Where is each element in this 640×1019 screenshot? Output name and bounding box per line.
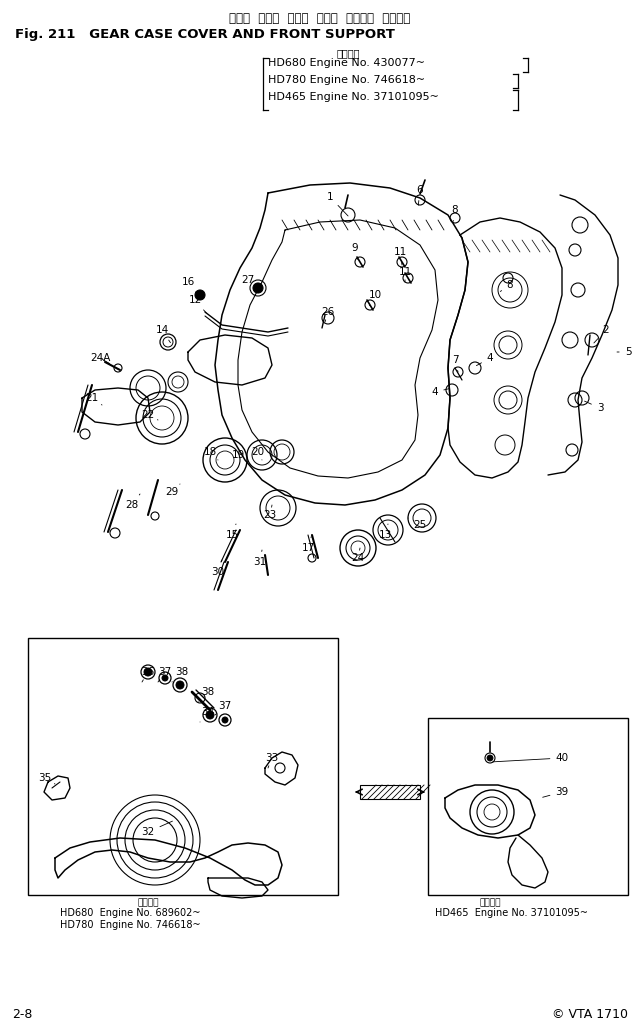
- Text: 適用号機: 適用号機: [137, 898, 159, 907]
- Text: HD465 Engine No. 37101095~: HD465 Engine No. 37101095~: [268, 92, 439, 102]
- Text: 34: 34: [200, 707, 214, 722]
- Text: 8: 8: [452, 205, 458, 221]
- Text: 19: 19: [232, 450, 248, 462]
- Text: 17: 17: [301, 537, 315, 553]
- Text: 3: 3: [584, 401, 604, 413]
- Text: 37: 37: [215, 701, 232, 715]
- Text: 28: 28: [125, 494, 140, 510]
- Text: 27: 27: [241, 275, 255, 292]
- Bar: [28, 638, 338, 895]
- Bar: [360, 785, 420, 799]
- Text: 29: 29: [165, 484, 180, 497]
- Text: 25: 25: [408, 518, 427, 530]
- Text: 11: 11: [394, 247, 406, 265]
- Text: 12: 12: [188, 294, 206, 313]
- Text: 1: 1: [326, 192, 348, 216]
- Text: 39: 39: [543, 787, 568, 797]
- Text: HD780 Engine No. 746618~: HD780 Engine No. 746618~: [268, 75, 425, 85]
- Text: 23: 23: [264, 505, 276, 520]
- Text: Fig. 211   GEAR CASE COVER AND FRONT SUPPORT: Fig. 211 GEAR CASE COVER AND FRONT SUPPO…: [15, 28, 395, 41]
- Bar: [428, 718, 628, 895]
- Text: 7: 7: [452, 355, 458, 372]
- Circle shape: [487, 755, 493, 761]
- Text: © VTA 1710: © VTA 1710: [552, 1008, 628, 1019]
- Text: 30: 30: [211, 560, 225, 577]
- Text: 10: 10: [369, 290, 381, 306]
- Text: 適用号機: 適用号機: [479, 898, 500, 907]
- Text: 21: 21: [85, 393, 102, 405]
- Text: 15: 15: [225, 524, 239, 540]
- Text: 32: 32: [141, 821, 172, 837]
- Text: 4: 4: [432, 387, 449, 397]
- Circle shape: [176, 681, 184, 689]
- Circle shape: [222, 717, 228, 723]
- Text: 33: 33: [266, 753, 278, 768]
- Circle shape: [144, 668, 152, 676]
- Text: 24: 24: [351, 548, 365, 564]
- Text: 14: 14: [156, 325, 170, 342]
- Circle shape: [253, 283, 263, 293]
- Text: 40: 40: [493, 753, 568, 763]
- Text: 6: 6: [417, 185, 423, 205]
- Text: 9: 9: [352, 243, 358, 259]
- Text: 26: 26: [321, 307, 335, 322]
- Text: HD465  Engine No. 37101095~: HD465 Engine No. 37101095~: [435, 908, 588, 918]
- Text: 22: 22: [141, 410, 158, 420]
- Text: HD780  Engine No. 746618~: HD780 Engine No. 746618~: [60, 920, 200, 930]
- Text: HD680  Engine No. 689602~: HD680 Engine No. 689602~: [60, 908, 200, 918]
- Text: 13: 13: [378, 524, 392, 540]
- Text: ギャー  ケース  カバー  および  フロント  サポート: ギャー ケース カバー および フロント サポート: [229, 12, 411, 25]
- Text: 2-8: 2-8: [12, 1008, 33, 1019]
- Circle shape: [195, 290, 205, 300]
- Circle shape: [162, 675, 168, 681]
- Text: 35: 35: [38, 773, 55, 784]
- Text: 2: 2: [594, 325, 609, 343]
- Text: HD680 Engine No. 430077~: HD680 Engine No. 430077~: [268, 58, 425, 68]
- Text: 11: 11: [398, 267, 412, 282]
- Text: 37: 37: [158, 667, 172, 682]
- Circle shape: [206, 711, 214, 719]
- Text: 4: 4: [476, 353, 493, 366]
- Text: 適用号機: 適用号機: [336, 48, 360, 58]
- Text: 20: 20: [252, 447, 264, 460]
- Text: 36: 36: [141, 667, 155, 682]
- Text: 38: 38: [198, 687, 214, 702]
- Text: 5: 5: [617, 347, 631, 357]
- Text: 31: 31: [253, 550, 267, 567]
- Text: 16: 16: [181, 277, 198, 296]
- Text: 24A: 24A: [90, 353, 110, 364]
- Text: 8: 8: [500, 280, 513, 291]
- Text: 18: 18: [204, 447, 218, 460]
- Text: 38: 38: [172, 667, 189, 682]
